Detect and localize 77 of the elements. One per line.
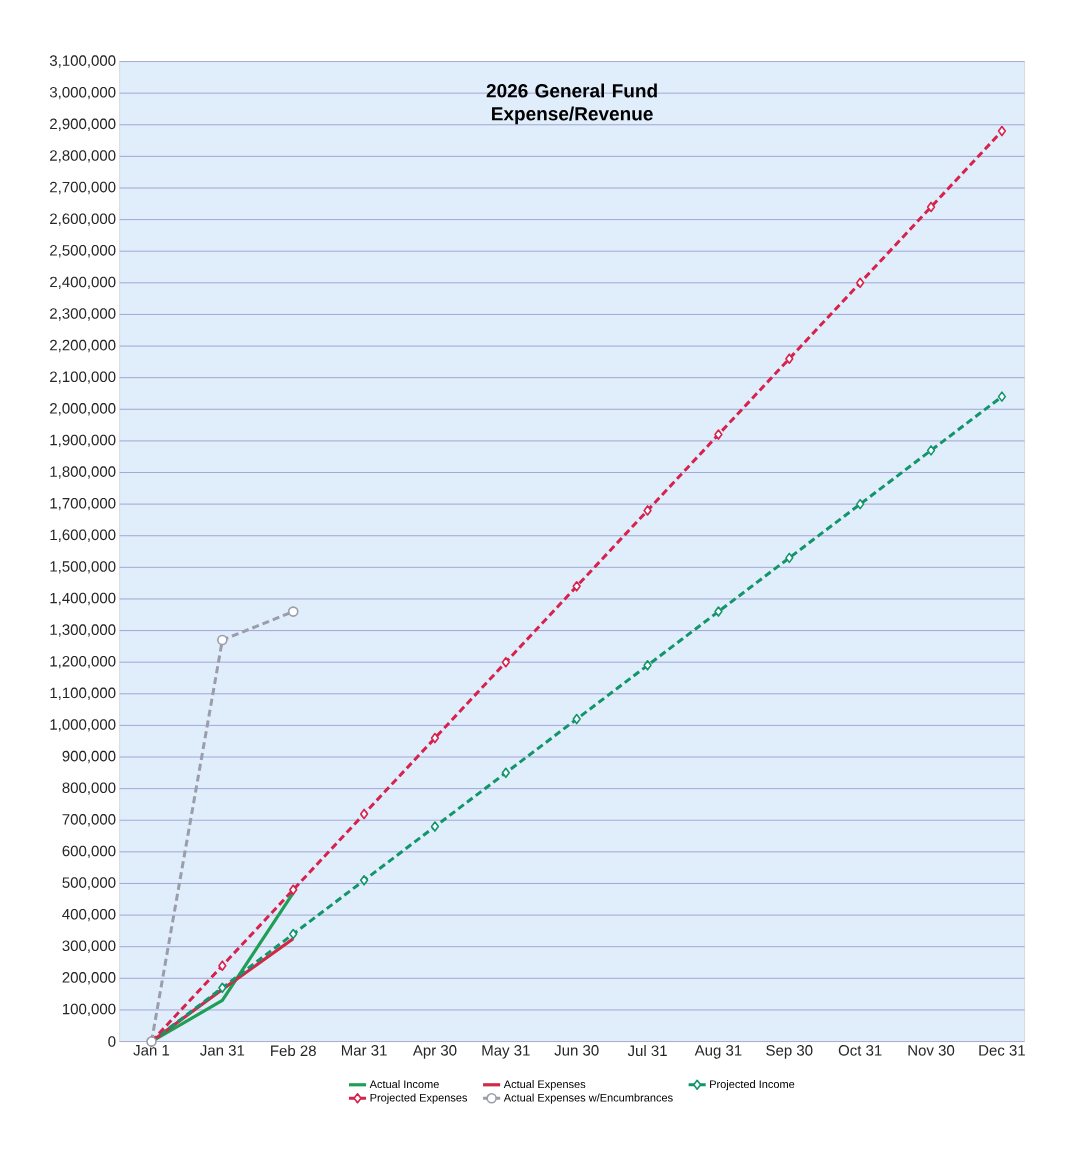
point — [359, 808, 369, 820]
point — [501, 656, 510, 668]
y-tick-label: 1,000,000 — [50, 719, 116, 732]
legend-label: Actual Expenses — [503, 1080, 586, 1091]
point — [501, 767, 510, 779]
point — [997, 125, 1007, 137]
y-tick-label: 700,000 — [62, 814, 116, 827]
point — [572, 713, 581, 725]
y-tick-label: 2,700,000 — [50, 181, 116, 195]
y-tick-label: 3,100,000 — [49, 55, 116, 68]
x-tick-label: Jun 30 — [554, 1045, 599, 1056]
x-tick-label: Apr 30 — [412, 1045, 457, 1059]
x-tick-label: Feb 28 — [271, 1045, 316, 1057]
point — [643, 660, 652, 671]
y-tick-label: 1,500,000 — [50, 561, 116, 574]
y-tick-label: 1,600,000 — [50, 529, 116, 542]
y-tick-label: 400,000 — [62, 908, 116, 922]
point — [287, 606, 299, 617]
x-tick-label: Aug 31 — [694, 1045, 742, 1059]
y-tick-label: 2,800,000 — [50, 150, 116, 163]
point — [218, 960, 227, 971]
point — [289, 884, 298, 896]
y-tick-label: 2,300,000 — [50, 308, 116, 321]
legend-label: Actual Expenses w/Encumbrances — [503, 1093, 673, 1104]
x-tick-label: May 31 — [482, 1045, 530, 1059]
y-tick-label: 600,000 — [62, 845, 116, 859]
point — [643, 505, 652, 516]
point — [856, 277, 865, 289]
y-tick-label: 200,000 — [62, 972, 116, 985]
point — [359, 875, 369, 886]
point — [785, 552, 794, 564]
point — [714, 429, 723, 440]
point — [926, 445, 936, 456]
y-tick-label: 100,000 — [62, 1003, 116, 1017]
y-tick-label: 1,300,000 — [50, 624, 116, 637]
x-tick-label: Mar 31 — [341, 1045, 387, 1056]
y-tick-label: 3,000,000 — [49, 86, 116, 100]
y-tick-label: 0 — [108, 1036, 116, 1047]
x-tick-label: Jan 1 — [133, 1045, 170, 1056]
point — [785, 353, 794, 364]
y-tick-label: 2,900,000 — [50, 118, 116, 131]
point — [217, 634, 228, 646]
y-tick-label: 800,000 — [62, 782, 116, 795]
y-tick-label: 1,200,000 — [50, 655, 116, 669]
y-tick-label: 500,000 — [62, 877, 116, 890]
point — [430, 821, 440, 832]
y-tick-label: 900,000 — [62, 750, 116, 764]
x-tick-label: Jul 31 — [627, 1045, 667, 1057]
point — [714, 606, 723, 617]
x-tick-label: Jan 31 — [200, 1045, 245, 1056]
point — [218, 982, 227, 994]
y-tick-label: 2,600,000 — [50, 213, 116, 226]
x-tick-label: Sep 30 — [766, 1045, 813, 1059]
y-tick-label: 300,000 — [62, 940, 116, 953]
y-tick-label: 2,400,000 — [50, 276, 116, 290]
x-tick-label: Dec 31 — [979, 1045, 1025, 1056]
text: 2026 General Fund Expense/Revenue — [486, 83, 657, 125]
point — [572, 581, 581, 592]
y-tick-label: 1,800,000 — [50, 466, 116, 479]
y-tick-label: 2,100,000 — [50, 371, 116, 384]
y-tick-label: 2,000,000 — [50, 403, 116, 416]
x-tick-label: Oct 31 — [838, 1045, 882, 1056]
legend-label: Projected Income — [710, 1080, 795, 1091]
x-tick-label: Nov 30 — [908, 1045, 955, 1056]
point — [856, 498, 865, 510]
y-tick-label: 2,200,000 — [50, 339, 116, 353]
legend-label: Actual Income — [369, 1080, 439, 1089]
y-tick-label: 1,100,000 — [50, 687, 116, 700]
y-tick-label: 1,900,000 — [50, 434, 116, 448]
y-tick-label: 1,400,000 — [50, 592, 116, 606]
legend-label: Projected Expenses — [370, 1093, 468, 1104]
y-tick-label: 2,500,000 — [50, 245, 116, 258]
point — [926, 201, 936, 213]
y-tick-label: 1,700,000 — [50, 497, 116, 511]
point — [997, 391, 1007, 402]
point — [430, 732, 440, 744]
point — [289, 928, 298, 940]
